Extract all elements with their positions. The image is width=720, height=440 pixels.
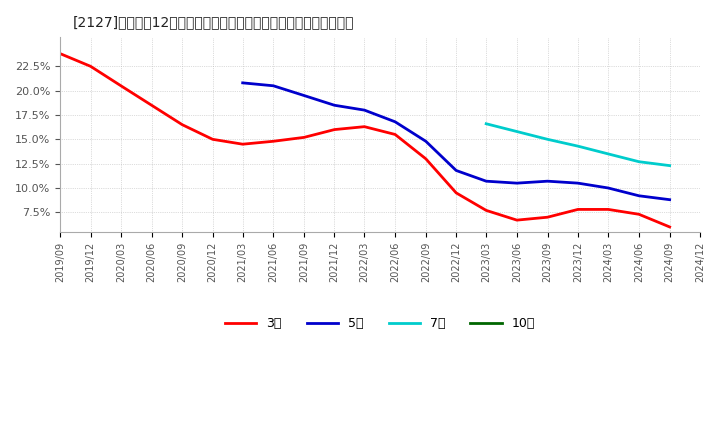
Text: [2127]　売上高12か月移動合計の対前年同期増減率の平均値の推移: [2127] 売上高12か月移動合計の対前年同期増減率の平均値の推移: [73, 15, 354, 29]
Legend: 3年, 5年, 7年, 10年: 3年, 5年, 7年, 10年: [220, 312, 540, 335]
